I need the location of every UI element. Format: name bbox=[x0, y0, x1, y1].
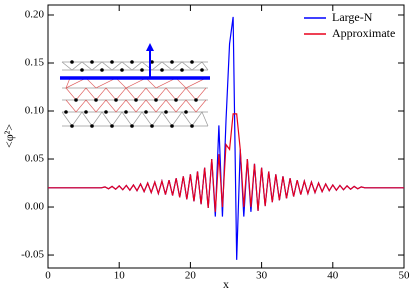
plot-frame bbox=[47, 4, 405, 269]
x-axis-label: x bbox=[223, 277, 229, 291]
x-tick-label: 10 bbox=[114, 270, 126, 282]
x-tick-label: 50 bbox=[399, 270, 411, 282]
lattice-sites bbox=[64, 60, 204, 128]
x-tick-label: 40 bbox=[327, 270, 339, 282]
y-axis-label: <φ²> bbox=[2, 124, 16, 148]
series-line bbox=[48, 113, 404, 212]
lattice-grey-lines bbox=[61, 61, 209, 127]
y-tick-label: 0.05 bbox=[25, 153, 45, 165]
series-line bbox=[48, 16, 404, 260]
x-tick-label: 0 bbox=[45, 270, 51, 282]
y-tick-label: 0.10 bbox=[25, 105, 45, 117]
x-tick-label: 20 bbox=[185, 270, 197, 282]
y-tick-label: 0.20 bbox=[25, 9, 45, 21]
legend-label: Approximate bbox=[332, 26, 395, 40]
lattice-inset bbox=[60, 43, 210, 128]
spin-arrow-head bbox=[146, 43, 154, 51]
x-tick-label: 30 bbox=[256, 270, 268, 282]
lattice-red-lines bbox=[65, 77, 207, 113]
y-tick-label: 0.15 bbox=[25, 57, 45, 69]
y-tick-label: 0.00 bbox=[25, 201, 45, 213]
y-tick-label: -0.05 bbox=[21, 249, 44, 261]
legend-label: Large-N bbox=[332, 10, 373, 24]
